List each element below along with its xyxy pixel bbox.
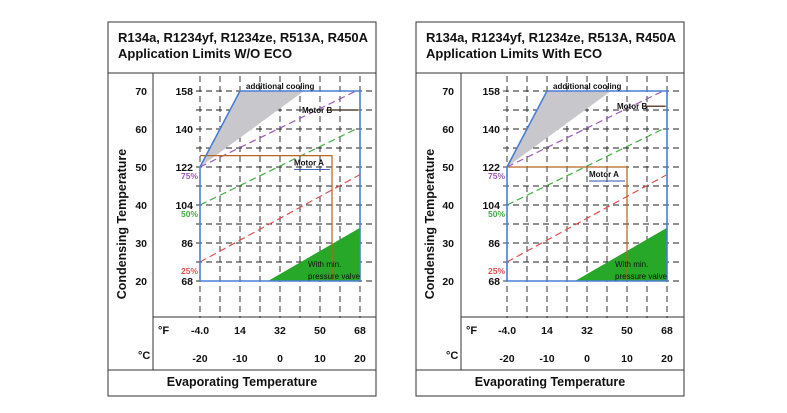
y-axis-label: Condensing Temperature bbox=[423, 149, 437, 300]
x-unit-fahrenheit: °F bbox=[466, 325, 477, 337]
additional-cooling-label: additional cooling bbox=[246, 82, 315, 91]
capacity-line-2 bbox=[506, 128, 664, 206]
x-tick-c: 10 bbox=[314, 353, 326, 365]
x-tick-f: -4.0 bbox=[498, 325, 516, 337]
x-axis-label: Evaporating Temperature bbox=[167, 375, 318, 389]
capacity-line-1 bbox=[199, 90, 357, 168]
y-tick-c: 30 bbox=[135, 238, 147, 250]
capacity-label-3: 25% bbox=[488, 266, 505, 276]
y-tick-f: 86 bbox=[488, 238, 500, 250]
motor-a-label: Motor A bbox=[294, 159, 324, 168]
x-tick-c: -20 bbox=[192, 353, 207, 365]
capacity-label-1: 75% bbox=[181, 171, 198, 181]
capacity-label-2: 50% bbox=[181, 209, 198, 219]
panel-frame bbox=[107, 21, 377, 397]
motor-a-line bbox=[507, 166, 628, 281]
capacity-line-3 bbox=[506, 174, 668, 263]
valve-label-line1: With min. bbox=[615, 260, 648, 269]
capacity-label-3: 25% bbox=[181, 266, 198, 276]
motor-a-label: Motor A bbox=[589, 170, 619, 179]
x-tick-c: 20 bbox=[354, 353, 366, 365]
x-tick-c: -20 bbox=[499, 353, 514, 365]
additional-cooling-area bbox=[507, 91, 611, 167]
capacity-label-2: 50% bbox=[488, 209, 505, 219]
y-tick-c: 30 bbox=[442, 238, 454, 250]
x-tick-f: 50 bbox=[314, 325, 326, 337]
x-unit-celsius: °C bbox=[446, 350, 458, 362]
y-tick-c: 70 bbox=[135, 86, 147, 98]
chart-title-line2: Application Limits W/O ECO bbox=[118, 46, 292, 61]
x-tick-f: 68 bbox=[354, 325, 366, 337]
valve-label-line2: pressure valve bbox=[308, 272, 361, 281]
y-tick-c: 40 bbox=[135, 200, 147, 212]
additional-cooling-label: additional cooling bbox=[553, 82, 622, 91]
y-tick-f: 158 bbox=[175, 86, 193, 98]
capacity-line-3 bbox=[199, 174, 361, 263]
y-axis-label: Condensing Temperature bbox=[115, 149, 129, 300]
y-tick-c: 40 bbox=[442, 200, 454, 212]
capacity-line-2 bbox=[199, 128, 357, 206]
application-envelope bbox=[506, 90, 668, 282]
y-tick-c: 20 bbox=[135, 276, 147, 288]
x-tick-f: 50 bbox=[621, 325, 633, 337]
min-pressure-valve-area bbox=[268, 227, 360, 281]
x-tick-c: 0 bbox=[584, 353, 590, 365]
y-tick-f: 68 bbox=[181, 276, 193, 288]
x-tick-c: 20 bbox=[661, 353, 673, 365]
x-tick-c: 0 bbox=[277, 353, 283, 365]
y-tick-f: 158 bbox=[482, 86, 500, 98]
y-tick-f: 140 bbox=[482, 124, 500, 136]
y-tick-c: 20 bbox=[442, 276, 454, 288]
x-unit-fahrenheit: °F bbox=[158, 325, 169, 337]
chart-title-line1: R134a, R1234yf, R1234ze, R513A, R450A bbox=[426, 30, 677, 45]
y-tick-f: 122 bbox=[482, 162, 500, 174]
x-tick-f: 14 bbox=[541, 325, 553, 337]
min-pressure-valve-area bbox=[575, 227, 667, 281]
y-tick-f: 122 bbox=[175, 162, 193, 174]
x-tick-f: 32 bbox=[581, 325, 593, 337]
valve-label-line1: With min. bbox=[308, 260, 341, 269]
y-tick-c: 50 bbox=[442, 162, 454, 174]
motor-b-label: Motor B bbox=[617, 102, 647, 111]
y-tick-c: 70 bbox=[442, 86, 454, 98]
y-tick-c: 60 bbox=[442, 124, 454, 136]
y-tick-f: 68 bbox=[488, 276, 500, 288]
x-tick-c: -10 bbox=[232, 353, 247, 365]
y-tick-c: 50 bbox=[135, 162, 147, 174]
chart-title-line2: Application Limits With ECO bbox=[426, 46, 602, 61]
x-unit-celsius: °C bbox=[138, 350, 150, 362]
chart-title-line1: R134a, R1234yf, R1234ze, R513A, R450A bbox=[118, 30, 369, 45]
additional-cooling-area bbox=[200, 91, 304, 167]
application-envelope bbox=[199, 90, 361, 282]
y-tick-f: 86 bbox=[181, 238, 193, 250]
chart-panel-2 bbox=[415, 21, 685, 397]
motor-b-label: Motor B bbox=[302, 106, 332, 115]
x-tick-f: 68 bbox=[661, 325, 673, 337]
motor-a-line bbox=[200, 155, 333, 281]
x-tick-f: 32 bbox=[274, 325, 286, 337]
y-tick-c: 60 bbox=[135, 124, 147, 136]
y-tick-f: 104 bbox=[175, 200, 193, 212]
y-tick-f: 140 bbox=[175, 124, 193, 136]
y-tick-f: 104 bbox=[482, 200, 500, 212]
capacity-line-1 bbox=[506, 90, 664, 168]
x-tick-f: 14 bbox=[234, 325, 246, 337]
x-tick-c: -10 bbox=[539, 353, 554, 365]
x-tick-f: -4.0 bbox=[191, 325, 209, 337]
x-axis-label: Evaporating Temperature bbox=[475, 375, 626, 389]
x-tick-c: 10 bbox=[621, 353, 633, 365]
chart-panel-1 bbox=[107, 21, 377, 397]
capacity-label-1: 75% bbox=[488, 171, 505, 181]
panel-frame bbox=[415, 21, 685, 397]
valve-label-line2: pressure valve bbox=[615, 272, 668, 281]
